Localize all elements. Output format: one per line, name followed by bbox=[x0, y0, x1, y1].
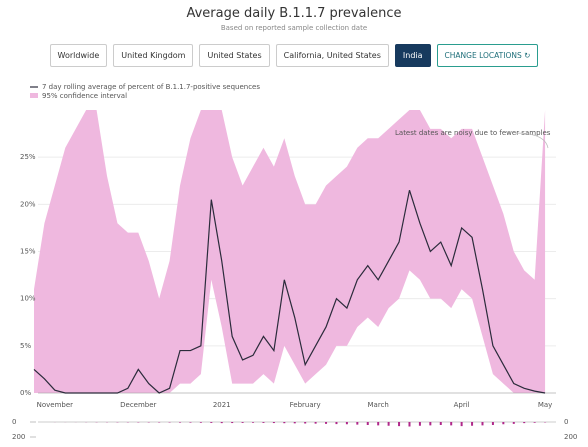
x-tick-label: April bbox=[454, 401, 470, 409]
sample-bar bbox=[429, 422, 432, 426]
location-buttons: Worldwide United Kingdom United States Cali… bbox=[0, 44, 588, 67]
sample-bar bbox=[491, 422, 494, 425]
location-button[interactable]: California, United States bbox=[275, 44, 389, 67]
sample-bar bbox=[283, 422, 286, 424]
sample-bar bbox=[179, 422, 182, 423]
sample-bar bbox=[418, 422, 421, 426]
sample-bar bbox=[314, 422, 317, 424]
sample-bar bbox=[523, 422, 526, 424]
sample-bar bbox=[512, 422, 515, 424]
samples-tick-label: 0 bbox=[12, 418, 16, 426]
samples-tick-label: 200 bbox=[12, 433, 25, 441]
samples-tick-label: 0 bbox=[564, 418, 568, 426]
sample-bar bbox=[241, 422, 244, 423]
button-label: Worldwide bbox=[57, 51, 100, 60]
sample-bar bbox=[502, 422, 505, 425]
sample-bar bbox=[377, 422, 380, 426]
sample-bar bbox=[199, 422, 202, 423]
sample-bar bbox=[450, 422, 453, 426]
sample-bar bbox=[533, 422, 536, 423]
x-tick-label: November bbox=[37, 401, 74, 409]
samples-tick-label: 200 bbox=[564, 433, 577, 441]
location-button[interactable]: Worldwide bbox=[49, 44, 108, 67]
sample-bar bbox=[304, 422, 307, 424]
location-button[interactable]: India bbox=[394, 44, 431, 67]
button-label: CHANGE LOCATIONS bbox=[444, 51, 522, 60]
y-tick-label: 0% bbox=[20, 389, 31, 397]
sample-bar bbox=[356, 422, 359, 425]
title: Average daily B.1.1.7 prevalence bbox=[186, 6, 402, 21]
sample-bar bbox=[408, 422, 411, 427]
y-tick-label: 15% bbox=[20, 248, 36, 256]
sample-bar bbox=[387, 422, 390, 426]
legend-label: 7 day rolling average of percent of B.1.… bbox=[42, 83, 260, 91]
sample-bar bbox=[398, 422, 401, 427]
annotation: Latest dates are noisy due to fewer samp… bbox=[395, 129, 551, 137]
sample-bar bbox=[272, 422, 275, 424]
sample-bar bbox=[252, 422, 255, 423]
y-tick-label: 5% bbox=[20, 342, 31, 350]
sample-bar bbox=[189, 422, 192, 423]
y-tick-label: 25% bbox=[20, 153, 36, 161]
sample-bar bbox=[439, 422, 442, 425]
refresh-icon: ↻ bbox=[524, 51, 531, 60]
sample-bar bbox=[366, 422, 369, 425]
sample-bar bbox=[262, 422, 265, 423]
sample-bar bbox=[231, 422, 234, 424]
legend-swatch bbox=[30, 93, 38, 98]
change-locations-button[interactable]: CHANGE LOCATIONS ↻ bbox=[436, 44, 539, 67]
confidence-band bbox=[34, 110, 546, 393]
x-tick-label: 2021 bbox=[213, 401, 231, 409]
sample-bar bbox=[210, 422, 213, 423]
line bbox=[33, 190, 546, 394]
button-label: India bbox=[402, 51, 423, 60]
x-tick-label: February bbox=[290, 401, 321, 409]
y-tick-label: 10% bbox=[20, 295, 36, 303]
button-label: United Kingdom bbox=[121, 51, 186, 60]
sample-bar bbox=[471, 422, 474, 426]
button-label: California, United States bbox=[283, 51, 381, 60]
sample-bar bbox=[220, 422, 223, 424]
x-tick-label: May bbox=[538, 401, 552, 409]
sample-bar bbox=[460, 422, 463, 427]
location-button[interactable]: United States bbox=[199, 44, 270, 67]
location-button[interactable]: United Kingdom bbox=[113, 44, 194, 67]
x-tick-label: March bbox=[368, 401, 389, 409]
button-label: United States bbox=[207, 51, 262, 60]
sample-bar bbox=[325, 422, 328, 424]
legend-label: 95% confidence interval bbox=[42, 92, 127, 100]
sample-bar bbox=[335, 422, 338, 425]
sample-bar bbox=[345, 422, 348, 425]
x-tick-label: December bbox=[120, 401, 156, 409]
annotation-arrow bbox=[514, 132, 549, 149]
sample-bar bbox=[293, 422, 296, 424]
y-tick-label: 20% bbox=[20, 200, 36, 208]
sample-bar bbox=[481, 422, 484, 426]
subtitle: Based on reported sample collection date bbox=[220, 24, 368, 32]
